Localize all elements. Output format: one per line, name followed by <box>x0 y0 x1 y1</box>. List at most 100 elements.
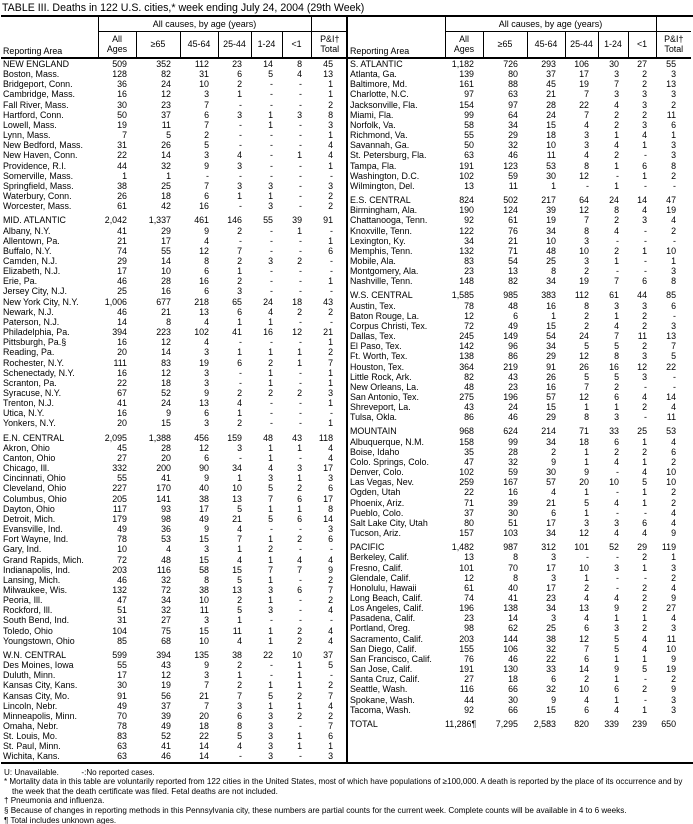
value-cell: 3 <box>584 140 589 151</box>
value-cell: 2 <box>671 497 677 508</box>
value-cell: 15 <box>546 402 556 413</box>
table-row: Spokane, Wash. 44 30 9 4 1 - 3 <box>348 695 691 705</box>
table-row: Knoxville, Tenn. 122 76 34 8 4 - 2 <box>348 226 691 236</box>
value-cell: 1 <box>297 680 303 691</box>
value-cell: 34 <box>508 119 518 130</box>
value-cell: 1 <box>614 180 619 191</box>
reporting-area-cell: MID. ATLANTIC <box>3 215 66 226</box>
value-cell: 48 <box>263 432 273 443</box>
value-cell: 1 <box>268 680 273 691</box>
value-cell: 10 <box>609 477 619 488</box>
reporting-area-cell: Austin, Tex. <box>350 300 396 311</box>
value-cell: 4 <box>671 402 677 413</box>
value-cell: 72 <box>117 554 127 565</box>
value-cell: 2 <box>297 388 303 398</box>
col-header-1-24: 1-24 <box>597 31 628 59</box>
value-cell: 22 <box>263 649 273 660</box>
value-cell: 22 <box>199 731 209 742</box>
value-cell: - <box>299 130 303 141</box>
value-cell: 2 <box>328 680 334 691</box>
reporting-area-cell: Little Rock, Ark. <box>350 371 412 382</box>
table-row: Dayton, Ohio 117 93 17 5 1 1 8 <box>1 504 348 514</box>
value-cell: 15 <box>161 418 171 429</box>
value-cell: - <box>270 266 273 277</box>
col-header-lt1: <1 <box>627 31 657 59</box>
value-cell: 11,286¶ <box>445 718 477 729</box>
value-cell: 13 <box>199 306 209 317</box>
value-cell: 66 <box>508 704 518 715</box>
value-cell: 3 <box>237 109 242 120</box>
value-cell: 85 <box>117 635 127 646</box>
value-cell: 38 <box>546 633 556 644</box>
value-cell: - <box>299 235 303 246</box>
value-cell: 7 <box>614 79 619 90</box>
value-cell: 3 <box>204 418 209 429</box>
reporting-area-cell: Springfield, Mass. <box>3 180 74 191</box>
value-cell: 1 <box>614 674 619 685</box>
reporting-area-cell: Richmond, Va. <box>350 130 408 141</box>
value-cell: 394 <box>112 327 127 338</box>
value-cell: 7 <box>614 276 619 287</box>
value-cell: 132 <box>112 584 127 595</box>
reporting-area-cell: Detroit, Mich. <box>3 513 56 524</box>
table-row: Lowell, Mass. 19 11 7 - 1 - 3 <box>1 120 348 130</box>
value-cell: 1 <box>614 310 619 321</box>
value-cell: 43 <box>464 402 474 413</box>
value-cell: 17 <box>546 517 556 528</box>
value-cell: 820 <box>574 718 589 729</box>
header-blank <box>311 17 349 32</box>
value-cell: - <box>239 170 242 181</box>
value-cell: 3 <box>642 300 648 311</box>
value-cell: 18 <box>508 674 518 685</box>
value-cell: 4 <box>614 456 619 467</box>
value-cell: 83 <box>464 255 474 266</box>
value-cell: 44 <box>464 694 474 705</box>
value-cell: 275 <box>459 392 474 402</box>
value-cell: 20 <box>161 452 171 463</box>
reporting-area-cell: Honolulu, Hawaii <box>350 582 417 593</box>
reporting-area-cell: Wichita, Kans. <box>3 751 60 762</box>
value-cell: 1 <box>237 473 242 484</box>
value-cell: 1 <box>297 700 303 711</box>
reporting-area-cell: Fresno, Calif. <box>350 562 403 573</box>
value-cell: 32 <box>161 160 171 171</box>
value-cell: 2 <box>642 341 648 352</box>
reporting-area-cell: W.N. CENTRAL <box>3 649 67 660</box>
value-cell: 1 <box>328 235 334 246</box>
value-cell: 149 <box>503 331 518 342</box>
value-cell: - <box>644 266 648 277</box>
value-cell: 99 <box>464 109 474 120</box>
left-table: All causes, by age (years) Reporting Are… <box>1 17 349 762</box>
table-row: Somerville, Mass. 1 1 - - - - - <box>1 171 348 181</box>
value-cell: 3 <box>584 235 589 246</box>
value-cell: 27 <box>117 452 127 463</box>
value-cell: - <box>299 89 303 100</box>
value-cell: 4 <box>671 215 677 226</box>
value-cell: 4 <box>328 140 334 151</box>
value-cell: 3 <box>204 367 209 378</box>
value-cell: 2 <box>614 119 619 130</box>
value-cell: 3 <box>671 89 677 100</box>
reporting-area-cell: Somerville, Mass. <box>3 170 74 181</box>
value-cell: 142 <box>459 341 474 352</box>
value-cell: 4 <box>614 592 619 603</box>
value-cell: 116 <box>156 564 171 575</box>
table-row: Paterson, N.J. 14 8 4 1 1 - - <box>1 317 348 327</box>
reporting-area-cell: Albany, N.Y. <box>3 225 51 236</box>
value-cell: - <box>644 255 648 266</box>
col-header-ge65: ≥65 <box>135 31 180 59</box>
value-cell: 59 <box>508 467 518 478</box>
value-cell: 1 <box>268 503 273 514</box>
table-row: Seattle, Wash. 116 66 32 10 6 2 9 <box>348 684 691 694</box>
value-cell: 3 <box>642 89 648 100</box>
table-row: Pueblo, Colo. 37 30 6 1 - - 4 <box>348 508 691 518</box>
value-cell: 16 <box>263 327 273 338</box>
table-row: Little Rock, Ark. 82 43 26 5 5 3 - <box>348 372 691 382</box>
reporting-area-cell: Ogden, Utah <box>350 487 401 498</box>
value-cell: - <box>616 235 619 246</box>
value-cell: 4 <box>328 442 334 453</box>
value-cell: 1 <box>268 191 273 202</box>
table-row: Wilmington, Del. 13 11 1-1- - <box>348 181 691 191</box>
value-cell: 6 <box>237 306 242 317</box>
all-causes-span-header: All causes, by age (years) <box>97 17 312 32</box>
